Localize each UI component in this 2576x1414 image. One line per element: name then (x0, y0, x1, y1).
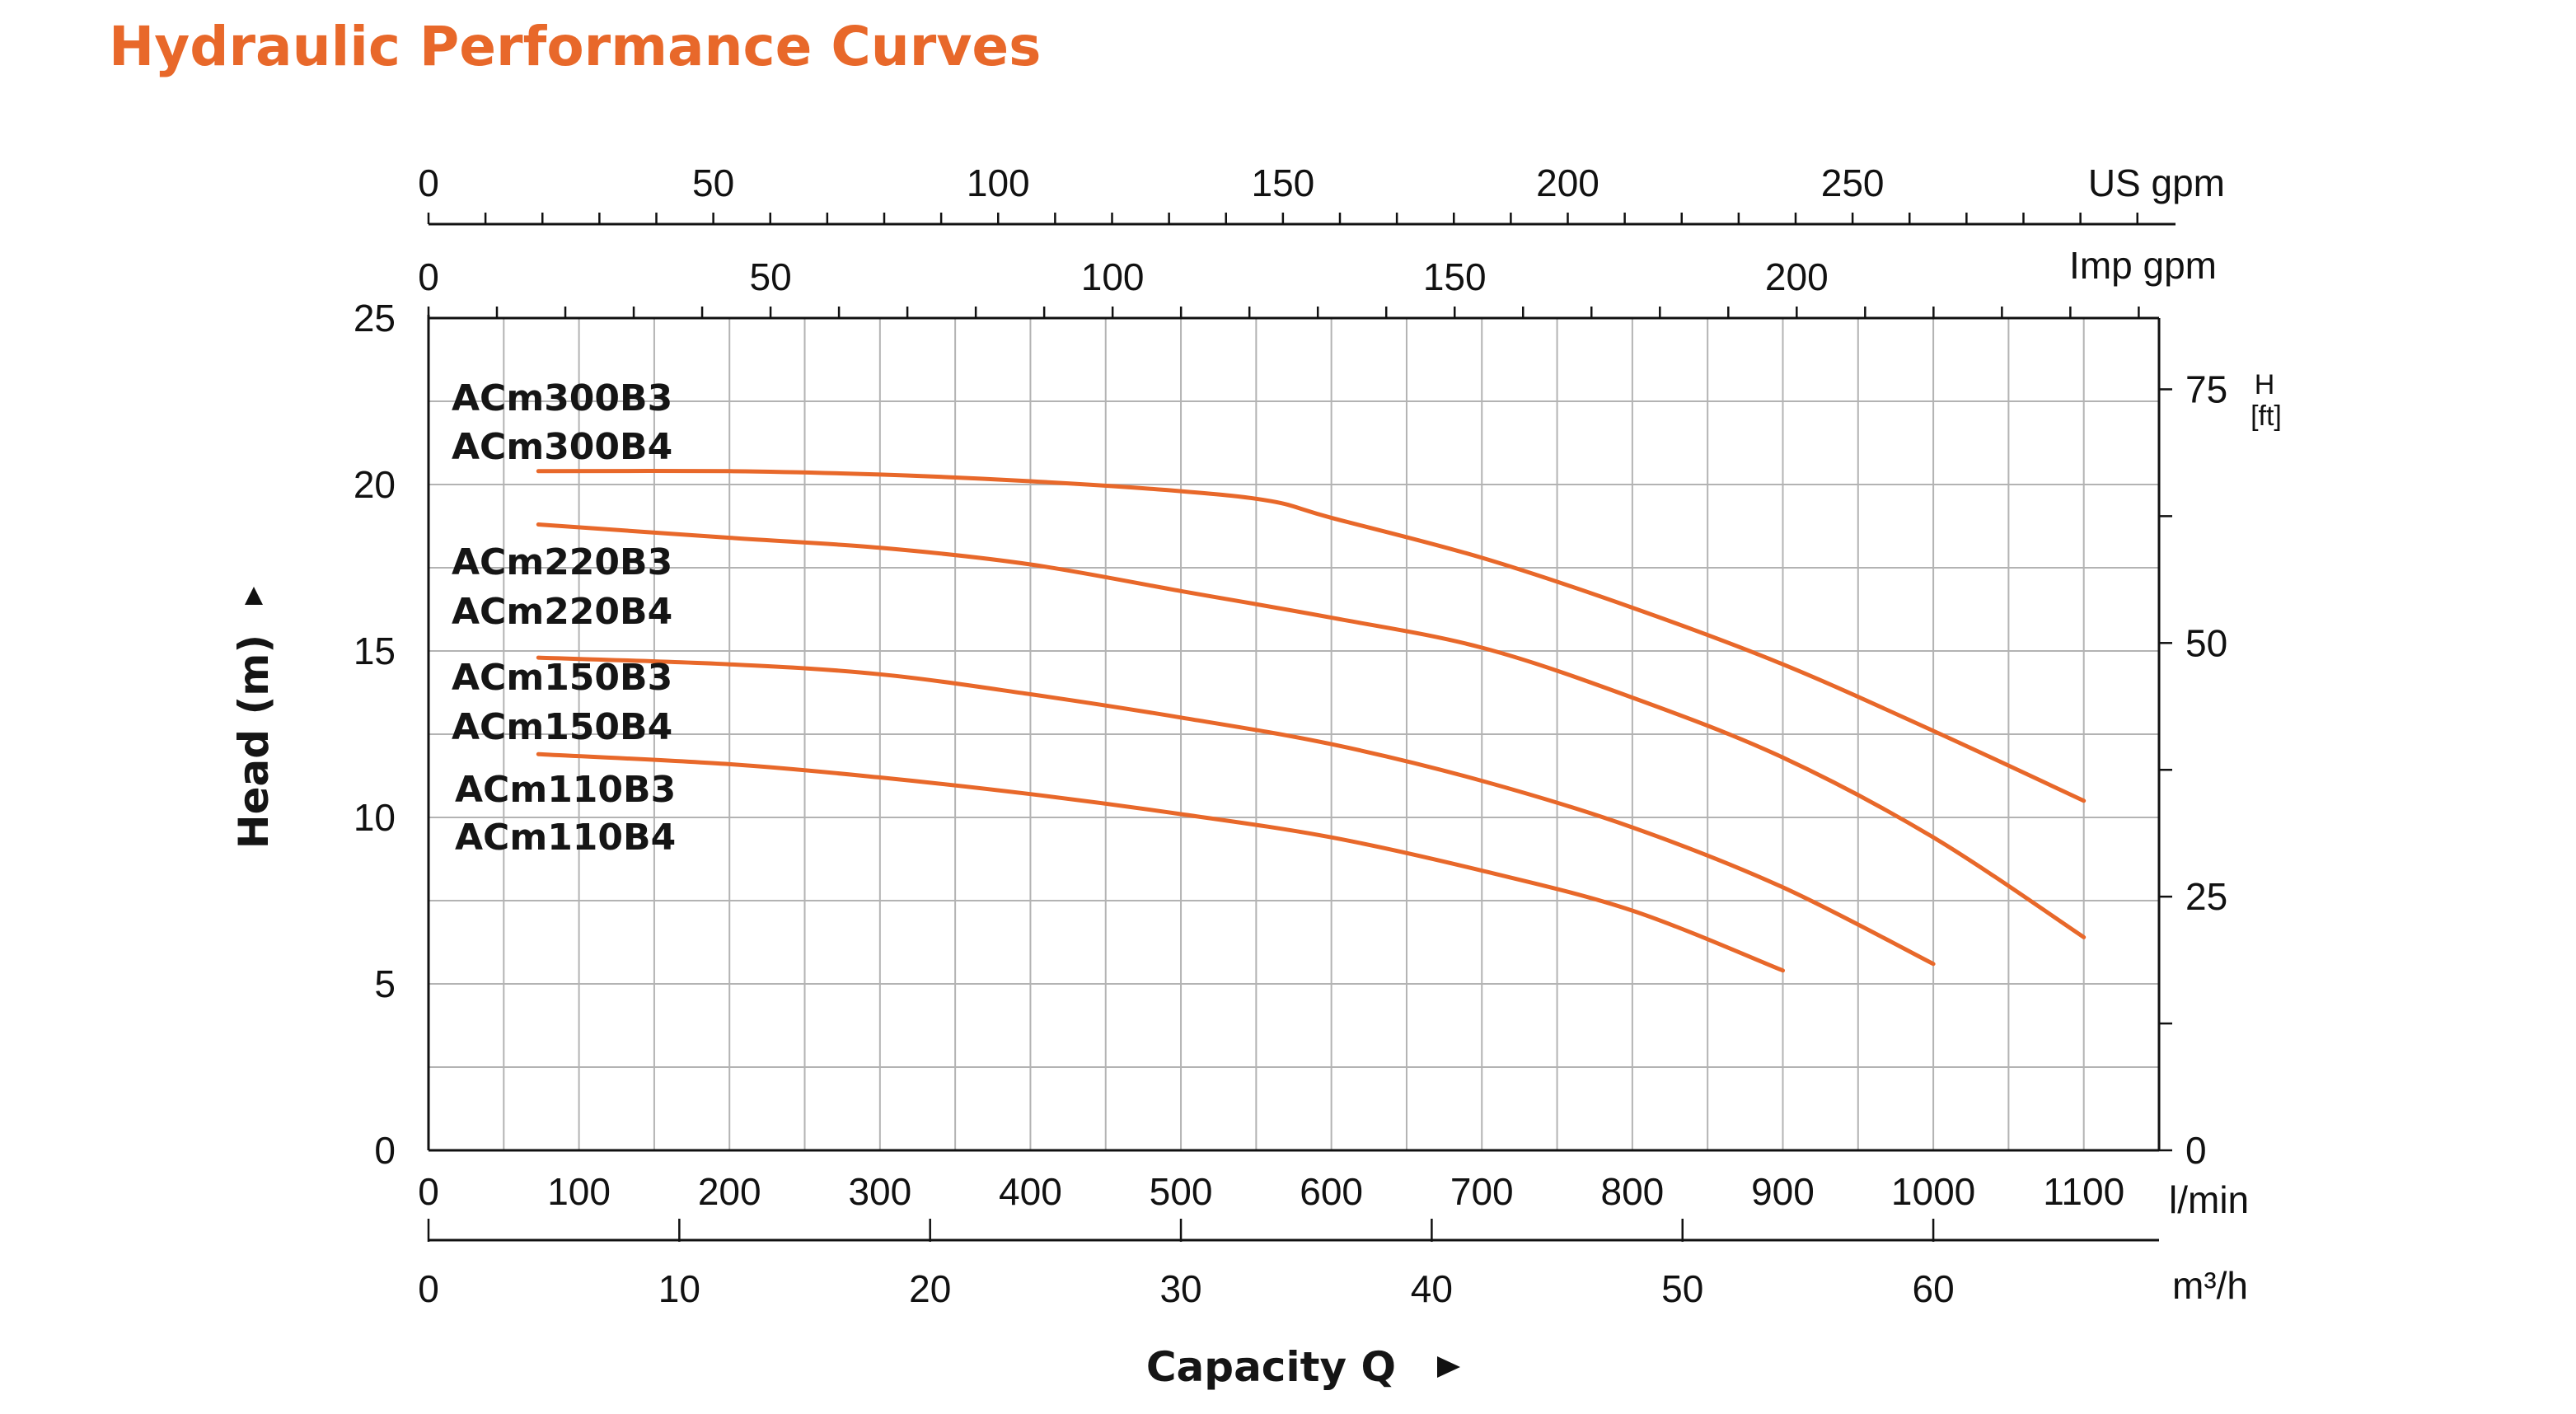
x-axis-title: Capacity Q (1146, 1343, 1396, 1391)
grid-layer (429, 318, 2159, 1150)
m3h-tick-label: 20 (909, 1267, 951, 1310)
performance-curve (536, 469, 2087, 803)
model-label: ACm110B4 (455, 817, 676, 859)
x-axis-arrow-icon (1437, 1356, 1460, 1378)
performance-curve (536, 522, 2087, 939)
y-axis-arrow-icon (245, 587, 263, 605)
y-tick-label: 15 (354, 630, 396, 672)
model-label: ACm220B4 (452, 591, 672, 633)
us-gpm-unit-label: US gpm (2088, 162, 2225, 204)
x-tick-label: 600 (1300, 1170, 1363, 1213)
y-tick-label: 0 (374, 1129, 396, 1172)
model-label: ACm300B3 (452, 377, 672, 419)
m3h-tick-label: 10 (658, 1267, 700, 1310)
us-gpm-tick-label: 150 (1251, 162, 1314, 204)
y-tick-label: 25 (354, 297, 396, 339)
ft-unit-label-top: H (2255, 369, 2275, 400)
x-tick-label: 1100 (2043, 1170, 2124, 1213)
x-tick-label: 800 (1600, 1170, 1664, 1213)
us-gpm-tick-label: 250 (1821, 162, 1885, 204)
y-tick-label: 20 (354, 463, 396, 506)
model-label: ACm110B3 (455, 769, 676, 811)
ft-tick-label: 75 (2185, 368, 2227, 410)
performance-curve (536, 751, 1785, 973)
x-unit-label: l/min (2169, 1178, 2249, 1221)
us-gpm-tick-label: 50 (692, 162, 734, 204)
model-label: ACm220B3 (452, 541, 672, 583)
m3h-tick-label: 40 (1411, 1267, 1453, 1310)
m3h-tick-label: 50 (1661, 1267, 1703, 1310)
imp-gpm-tick-label: 50 (749, 255, 791, 298)
page-title: Hydraulic Performance Curves (109, 15, 1042, 78)
m3h-tick-label: 30 (1159, 1267, 1201, 1310)
model-label: ACm150B3 (452, 657, 672, 699)
x-tick-label: 400 (999, 1170, 1062, 1213)
x-tick-label: 300 (848, 1170, 911, 1213)
imp-gpm-tick-label: 200 (1765, 255, 1829, 298)
ft-tick-label: 50 (2185, 621, 2227, 664)
m3h-tick-label: 60 (1913, 1267, 1955, 1310)
x-tick-label: 700 (1450, 1170, 1514, 1213)
us-gpm-tick-label: 100 (967, 162, 1030, 204)
y-tick-label: 5 (374, 962, 396, 1005)
ft-unit-label-bottom: [ft] (2250, 400, 2282, 432)
y-tick-label: 10 (354, 796, 396, 839)
x-tick-label: 1000 (1891, 1170, 1975, 1213)
axes-layer (427, 213, 2176, 1242)
y-axis-title: Head (m) (230, 634, 278, 850)
m3h-unit-label: m³/h (2172, 1264, 2248, 1307)
us-gpm-tick-label: 200 (1536, 162, 1599, 204)
x-tick-label: 200 (698, 1170, 761, 1213)
imp-gpm-tick-label: 150 (1423, 255, 1487, 298)
imp-gpm-tick-label: 100 (1081, 255, 1145, 298)
model-label: ACm300B4 (452, 426, 672, 468)
x-tick-label: 100 (547, 1170, 611, 1213)
x-tick-label: 0 (418, 1170, 439, 1213)
m3h-tick-label: 0 (418, 1267, 439, 1310)
imp-gpm-unit-label: Imp gpm (2069, 244, 2217, 287)
curves-layer (536, 469, 2087, 973)
ft-tick-label: 0 (2185, 1129, 2207, 1172)
ft-tick-label: 25 (2185, 875, 2227, 918)
x-tick-label: 500 (1150, 1170, 1213, 1213)
x-tick-label: 900 (1751, 1170, 1815, 1213)
us-gpm-tick-label: 0 (418, 162, 439, 204)
imp-gpm-tick-label: 0 (418, 255, 439, 298)
performance-curve (536, 655, 1936, 967)
model-label: ACm150B4 (452, 706, 672, 748)
